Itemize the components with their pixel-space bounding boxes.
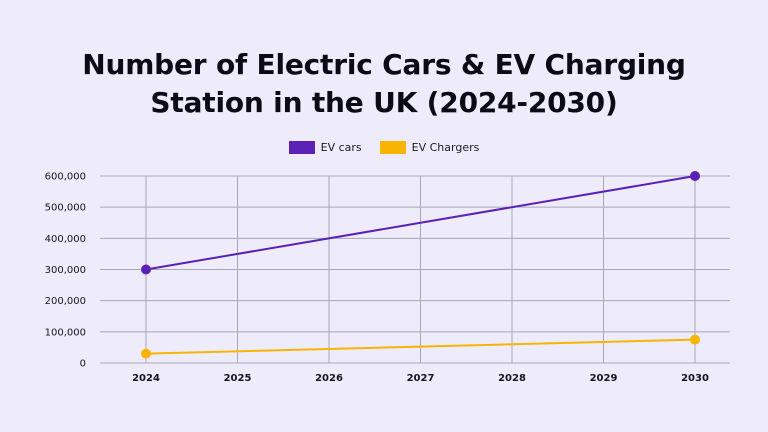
legend-swatch-ev-cars — [288, 141, 315, 154]
x-tick-label: 2027 — [407, 373, 435, 384]
x-tick-label: 2028 — [498, 373, 526, 384]
series-line-ev-chargers — [145, 338, 696, 355]
y-tick-label: 0 — [80, 359, 86, 370]
legend-item-ev-chargers: EV Chargers — [379, 141, 480, 154]
chart-title-line-1: Number of Electric Cars & EV Charging — [82, 48, 686, 81]
chart-legend: EV cars EV Chargers — [0, 141, 768, 154]
y-tick-label: 300,000 — [45, 265, 86, 276]
x-tick-label: 2029 — [590, 373, 618, 384]
x-tick-label: 2030 — [681, 373, 709, 384]
legend-label-ev-cars: EV cars — [320, 141, 362, 154]
legend-item-ev-cars: EV cars — [288, 141, 362, 154]
chart-title: Number of Electric Cars & EV Charging St… — [0, 46, 768, 122]
legend-swatch-ev-chargers — [379, 141, 406, 154]
y-tick-label: 600,000 — [45, 172, 86, 183]
y-tick-label: 500,000 — [45, 203, 86, 214]
data-point-ev-cars — [690, 171, 700, 181]
chart-title-line-2: Station in the UK (2024-2030) — [150, 86, 618, 119]
y-tick-label: 100,000 — [45, 327, 86, 338]
series-line-ev-cars — [145, 175, 696, 271]
y-tick-label: 400,000 — [45, 234, 86, 245]
data-point-ev-cars — [141, 264, 151, 275]
data-point-ev-chargers — [141, 348, 151, 359]
x-tick-label: 2025 — [224, 373, 252, 384]
data-point-ev-chargers — [690, 334, 700, 345]
x-tick-label: 2026 — [315, 373, 343, 384]
y-tick-label: 200,000 — [45, 296, 86, 307]
x-tick-label: 2024 — [132, 373, 160, 384]
legend-label-ev-chargers: EV Chargers — [411, 141, 480, 154]
